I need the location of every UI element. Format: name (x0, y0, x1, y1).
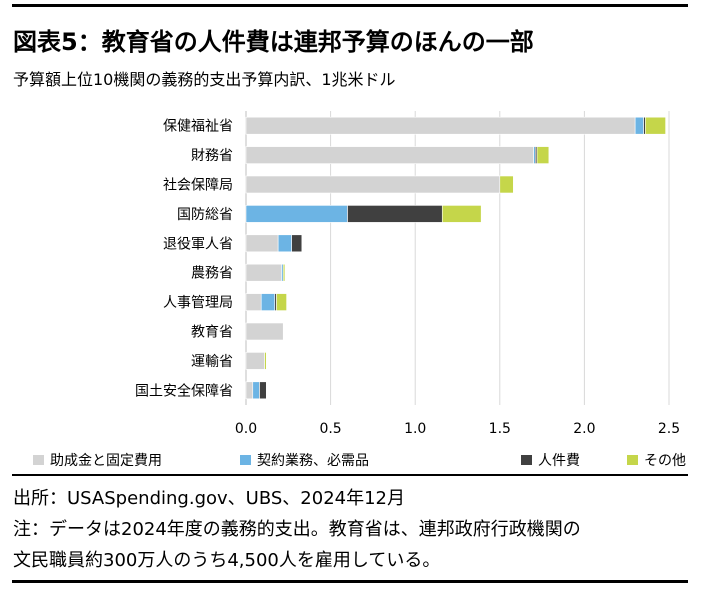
bar-segment (347, 205, 443, 223)
x-tick-label: 2.5 (658, 421, 680, 437)
category-label: 国土安全保障省 (135, 382, 233, 399)
bar-segment (276, 293, 287, 311)
bar-segment (245, 381, 254, 400)
category-label: 保健福祉省 (163, 119, 233, 135)
mid-rule (12, 474, 688, 476)
category-label: 財務省 (191, 148, 233, 164)
stacked-bar-chart: 0.0 0.5 1.0 1.5 2.0 2.5 保健福祉省財務省社会保障局国防総省退役軍人省… (135, 111, 680, 437)
category-label: 人事管理局 (163, 295, 233, 311)
bar-segment (245, 263, 282, 282)
bar-segment (536, 146, 550, 164)
bar-segment (259, 381, 267, 400)
legend-swatch-personnel (521, 455, 532, 465)
legend-swatch-contracts (240, 455, 251, 465)
chart-legend: 助成金と固定費用 契約業務、必需品 人件費 その他 (0, 450, 718, 472)
x-tick-label: 0.0 (235, 421, 257, 437)
legend-item-grants: 助成金と固定費用 (33, 450, 162, 470)
bar-segment (245, 234, 279, 253)
x-tick-label: 0.5 (319, 421, 341, 437)
category-label: 教育省 (191, 325, 233, 341)
bar-segment (245, 146, 534, 164)
bar-segment (441, 205, 482, 223)
bar-segment (245, 352, 265, 370)
category-label: 農務省 (191, 266, 233, 282)
legend-label-contracts: 契約業務、必需品 (257, 453, 369, 469)
top-rule (12, 4, 688, 7)
bar-segment (260, 293, 276, 311)
bar-segment (277, 234, 292, 253)
legend-item-other: その他 (627, 450, 686, 470)
legend-swatch-other (627, 455, 638, 465)
category-label: 社会保障局 (163, 178, 233, 194)
bar-segment (245, 175, 501, 194)
category-label: 退役軍人省 (163, 236, 233, 252)
bar-segment (245, 293, 262, 311)
bar-segment (282, 263, 286, 282)
legend-item-contracts: 契約業務、必需品 (240, 450, 369, 470)
legend-label-grants: 助成金と固定費用 (50, 453, 162, 469)
x-tick-label: 1.0 (404, 421, 426, 437)
category-label: 国防総省 (177, 207, 233, 223)
legend-label-personnel: 人件費 (538, 453, 580, 469)
bar-segment (245, 116, 636, 135)
source-note: 出所：USASpending.gov、UBS、2024年12月 (13, 488, 406, 509)
bar-segment (291, 234, 303, 253)
note-line-2: 文民職員約300万人のうち4,500人を雇用している。 (13, 550, 441, 571)
chart-subtitle: 予算額上位10機関の義務的支出予算内訳、1兆米ドル (13, 70, 396, 89)
bar-segment (245, 322, 284, 341)
x-tick-label: 1.5 (489, 421, 511, 437)
bar-segment (252, 381, 260, 400)
note-line-1: 注：データは2024年度の義務的支出。教育省は、連邦政府行政機関の (13, 519, 581, 540)
legend-label-other: その他 (644, 453, 686, 469)
legend-item-personnel: 人件費 (521, 450, 580, 470)
bar-segment (245, 205, 348, 223)
bar-segment (264, 352, 267, 370)
x-tick-label: 2.0 (573, 421, 595, 437)
chart-title: 図表5：教育省の人件費は連邦予算のほんの一部 (13, 28, 534, 56)
bar-segment (634, 116, 644, 135)
bar-segment (499, 175, 514, 194)
category-label: 運輸省 (191, 354, 233, 370)
bottom-rule (12, 580, 688, 583)
legend-swatch-grants (33, 455, 44, 465)
bar-segment (645, 116, 666, 135)
